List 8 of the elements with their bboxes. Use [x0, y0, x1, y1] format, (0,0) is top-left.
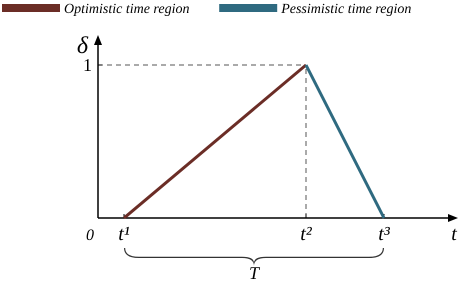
x-axis-title: t [451, 223, 458, 245]
legend-label: Pessimistic time region [280, 2, 412, 17]
text: T [248, 263, 261, 283]
legend-label: Optimistic time region [64, 2, 190, 17]
x-tick-label: t² [300, 223, 313, 245]
x-tick-label: t¹ [118, 223, 130, 245]
x-tick-label: t³ [378, 223, 391, 245]
x-tick-label: 0 [86, 227, 94, 244]
